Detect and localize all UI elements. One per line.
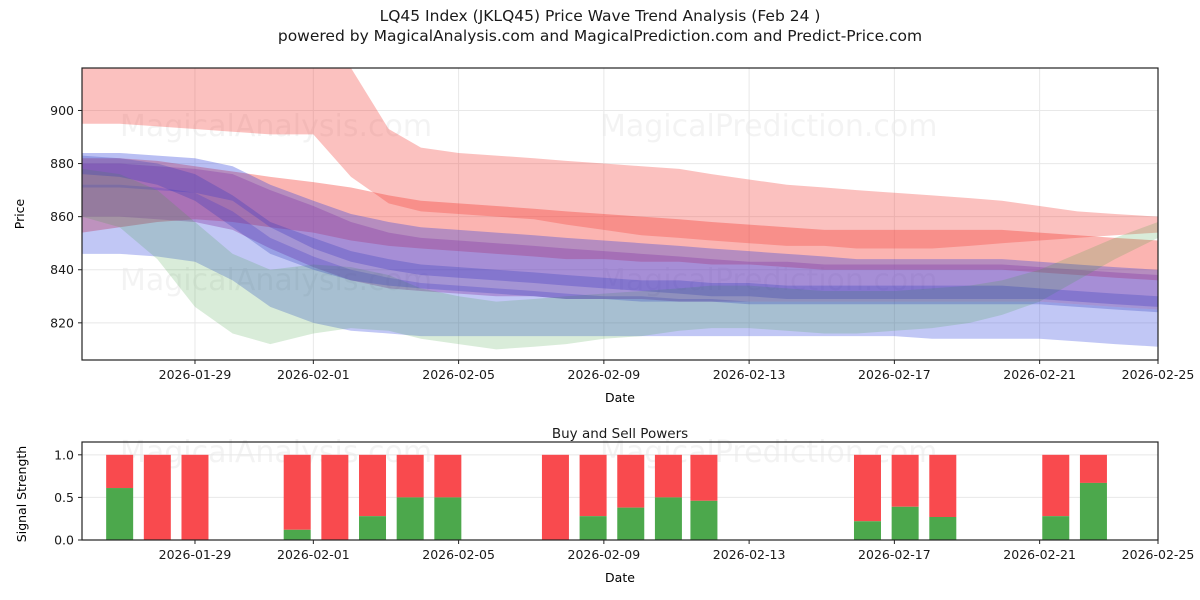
x-tick-label: 2026-02-09 (568, 367, 641, 382)
band-layer (82, 68, 1158, 350)
y-axis-title: Signal Strength (14, 446, 29, 542)
page-subtitle: powered by MagicalAnalysis.com and Magic… (277, 27, 923, 45)
x-axis-title: Date (605, 390, 635, 405)
plot-frame (81, 441, 1159, 541)
wave-band-red-outer-band (82, 68, 1158, 249)
y-tick-label: 900 (50, 103, 74, 118)
wave-band-red-mid-band (82, 158, 1158, 281)
x-tick-label: 2026-02-05 (422, 367, 495, 382)
x-tick-label: 2026-02-13 (713, 367, 786, 382)
bar-segment-buy[interactable] (283, 529, 311, 540)
bar-segment-buy[interactable] (579, 516, 607, 540)
bar-segment-sell[interactable] (891, 454, 919, 507)
bar-segment-buy[interactable] (1079, 482, 1107, 540)
x-tick-label: 2026-02-25 (1122, 547, 1195, 562)
y-tick-label: 0.0 (54, 533, 74, 548)
bar-segment-sell[interactable] (359, 454, 387, 517)
bar-segment-buy[interactable] (617, 507, 645, 540)
wave-band-green-band (82, 168, 1158, 350)
bar-segment-sell[interactable] (143, 454, 171, 540)
bar-segment-sell[interactable] (1042, 454, 1070, 517)
watermark-text: MagicalAnalysis.com (120, 109, 432, 144)
x-axis: 2026-01-29 2026-02-01 2026-02-05 2026-02-09… (159, 360, 1195, 382)
x-axis-title: Date (605, 570, 635, 585)
y-axis: 820 840 860 880 900 (50, 103, 82, 330)
x-axis: 2026-01-29 2026-02-01 2026-02-05 2026-02-09… (159, 540, 1195, 562)
bar-segment-buy[interactable] (106, 488, 134, 540)
bar-segment-sell[interactable] (541, 454, 569, 540)
x-tick-label: 2026-02-25 (1122, 367, 1195, 382)
wave-band-blue-lower-band (82, 184, 1158, 347)
x-tick-label: 2026-01-29 (159, 367, 232, 382)
x-tick-label: 2026-02-01 (277, 547, 350, 562)
watermark-text: MagicalPrediction.com (600, 109, 938, 144)
bar-segment-sell[interactable] (321, 454, 349, 540)
bar-segment-sell[interactable] (396, 454, 424, 498)
x-tick-label: 2026-02-01 (277, 367, 350, 382)
watermark-text: MagicalPrediction.com (600, 263, 938, 298)
bar-segment-buy[interactable] (434, 497, 462, 540)
y-tick-label: 880 (50, 156, 74, 171)
bar-segment-buy[interactable] (1042, 516, 1070, 540)
y-axis-title: Price (12, 198, 27, 229)
x-tick-label: 2026-02-21 (1003, 547, 1076, 562)
y-tick-label: 0.5 (54, 490, 74, 505)
y-tick-label: 820 (50, 315, 74, 330)
title-block: LQ45 Index (JKLQ45) Price Wave Trend Ana… (0, 6, 1200, 46)
bar-segment-buy[interactable] (853, 521, 881, 540)
bar-segment-sell[interactable] (106, 454, 134, 489)
plot-frame (81, 67, 1159, 361)
bar-segment-sell[interactable] (654, 454, 682, 498)
y-tick-label: 860 (50, 209, 74, 224)
bar-segment-buy[interactable] (929, 517, 957, 540)
bar-segment-buy[interactable] (396, 497, 424, 540)
y-axis: 0.0 0.5 1.0 (54, 447, 82, 548)
price-wave-chart: MagicalAnalysis.com MagicalPrediction.com… (12, 67, 1195, 405)
bar-segment-buy[interactable] (359, 516, 387, 540)
watermark-layer: MagicalAnalysis.comMagicalPrediction.com (120, 435, 938, 470)
page-title: LQ45 Index (JKLQ45) Price Wave Trend Ana… (379, 7, 821, 25)
bar-segment-sell[interactable] (434, 454, 462, 498)
bar-chart-title: Buy and Sell Powers (552, 426, 688, 442)
watermark-text: MagicalAnalysis.com (120, 263, 432, 298)
bar-segment-buy[interactable] (690, 500, 718, 540)
y-tick-label: 1.0 (54, 447, 74, 462)
bars-layer (106, 454, 1107, 540)
wave-band-purple-band (82, 163, 1158, 310)
wave-band-blue-upper-band (82, 152, 1158, 307)
bar-segment-sell[interactable] (617, 454, 645, 508)
bar-segment-sell[interactable] (690, 454, 718, 501)
bar-segment-sell[interactable] (929, 454, 957, 517)
x-tick-label: 2026-02-05 (422, 547, 495, 562)
x-tick-label: 2026-01-29 (159, 547, 232, 562)
buy-sell-powers-chart: MagicalAnalysis.comMagicalPrediction.com… (14, 426, 1195, 585)
wave-band-blue-dark-trace (82, 155, 1158, 313)
x-tick-label: 2026-02-17 (858, 547, 931, 562)
x-tick-label: 2026-02-21 (1003, 367, 1076, 382)
bar-segment-sell[interactable] (181, 454, 209, 540)
x-tick-label: 2026-02-17 (858, 367, 931, 382)
bar-segment-sell[interactable] (853, 454, 881, 522)
watermark-layer: MagicalAnalysis.com MagicalPrediction.com… (120, 109, 938, 298)
x-tick-label: 2026-02-13 (713, 547, 786, 562)
bar-segment-buy[interactable] (654, 497, 682, 540)
bar-segment-buy[interactable] (891, 506, 919, 540)
y-tick-label: 840 (50, 262, 74, 277)
x-tick-label: 2026-02-09 (568, 547, 641, 562)
bar-segment-sell[interactable] (579, 454, 607, 517)
bar-segment-sell[interactable] (1079, 454, 1107, 483)
bar-segment-sell[interactable] (283, 454, 311, 530)
